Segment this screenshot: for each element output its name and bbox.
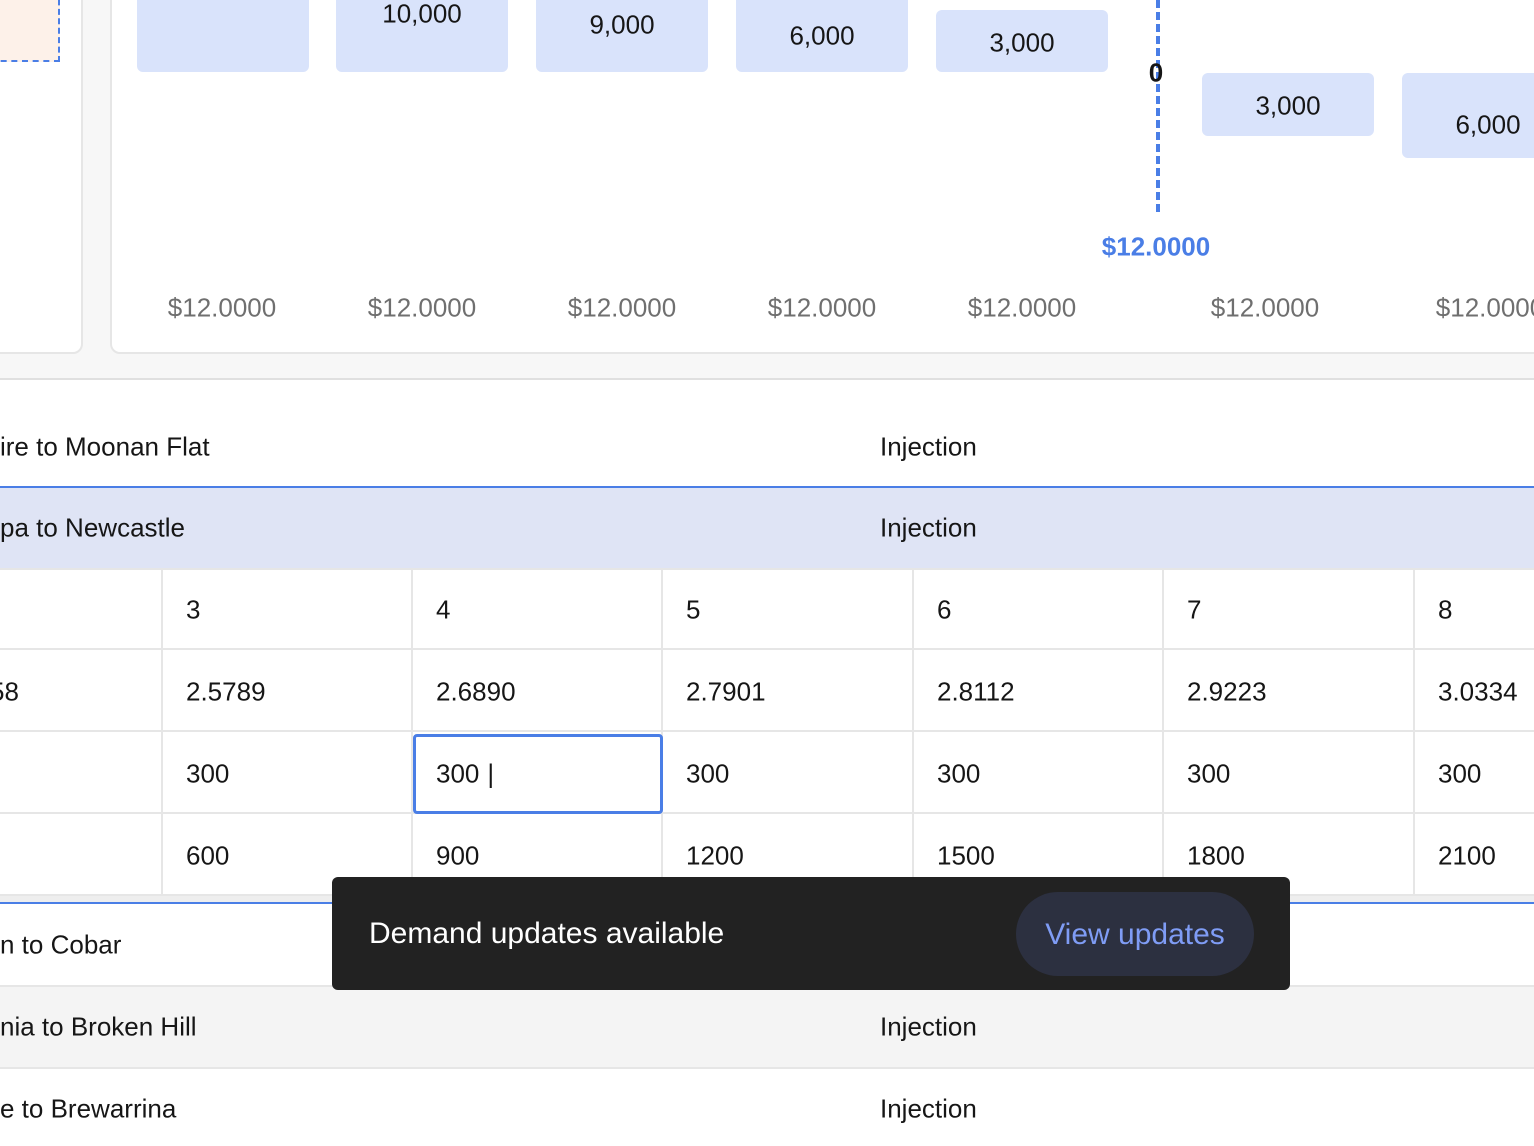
grid-border: [411, 814, 413, 896]
grid-border: [1413, 814, 1415, 896]
grid-border: [161, 814, 163, 896]
grid-border: [161, 650, 163, 732]
grid-border: [912, 732, 914, 814]
grid-cell: 2100: [1438, 840, 1496, 871]
grid-cell: 600: [186, 840, 230, 871]
grid-row: [0, 568, 1534, 650]
grid-cell: 2.5789: [186, 676, 266, 707]
row: [0, 407, 1534, 489]
grid-cell: 2.8112: [937, 676, 1015, 707]
x-label: $12.0000: [567, 292, 677, 323]
toast-message: Demand updates available: [369, 917, 725, 950]
grid-border: [411, 732, 413, 814]
grid-cell: 1200: [686, 840, 744, 871]
grid-border: [1162, 650, 1164, 732]
grid-cell: 7: [1187, 594, 1202, 625]
button-label[interactable]: View updates: [1045, 918, 1225, 951]
grid-border: [161, 732, 163, 814]
grid-border: [1162, 568, 1164, 650]
grid-border: [1162, 814, 1164, 896]
grid-cell: 5: [686, 594, 701, 625]
grid-cell: 3: [186, 594, 201, 625]
bar: [736, 0, 908, 72]
grid-border: [912, 650, 914, 732]
grid-border: [411, 568, 413, 650]
x-label: $12.0000: [167, 292, 277, 323]
grid-row: [0, 650, 1534, 732]
grid-border: [1413, 650, 1415, 732]
grid-cell: 2.6890: [436, 676, 516, 707]
toast: Demand updates available View updates: [332, 877, 1290, 990]
marker-price: $12.0000: [1101, 231, 1211, 262]
row-type: Injection: [880, 431, 977, 462]
bar: [1202, 73, 1374, 136]
x-label: $12.0000: [1210, 292, 1320, 323]
bar-label: 6,000: [1455, 109, 1521, 140]
grid-border: [661, 814, 663, 896]
grid-cell: 2.7901: [686, 676, 766, 707]
divider: [0, 378, 1534, 380]
row-type: Injection: [880, 512, 977, 543]
x-label: $12.0000: [367, 292, 477, 323]
row-name: ire to Moonan Flat: [0, 431, 210, 462]
grid-cell: 3.0334: [1438, 676, 1518, 707]
grid-row: [0, 732, 1534, 814]
view-updates-button[interactable]: View updates: [1016, 892, 1254, 976]
grid-border: [1162, 732, 1164, 814]
grid-border: [661, 650, 663, 732]
grid-cell: 300: [186, 758, 230, 789]
row-name: n to Cobar: [0, 929, 122, 960]
grid-border: [661, 568, 663, 650]
bar-label: 9,000: [589, 9, 655, 40]
grid-cell: 300: [1438, 758, 1482, 789]
grid-border: [912, 568, 914, 650]
grid-cell: 1500: [937, 840, 995, 871]
grid-cell: 300: [937, 758, 981, 789]
row-highlight-border: [0, 486, 1534, 488]
bar: [336, 0, 508, 72]
row: [0, 488, 1534, 570]
active-cell: [413, 734, 663, 814]
row-type: Injection: [880, 1093, 977, 1124]
row-name: e to Brewarrina: [0, 1093, 177, 1124]
grid-cell: 300: [1187, 758, 1231, 789]
grid-cell: 4: [436, 594, 451, 625]
grid-cell: 900: [436, 840, 480, 871]
x-label: $12.0000: [1435, 292, 1534, 323]
grid-cell: 6: [937, 594, 952, 625]
text-cursor: |: [487, 758, 495, 789]
grid-cell: 8: [1438, 594, 1453, 625]
bar: [936, 10, 1108, 72]
grid-border: [1413, 732, 1415, 814]
zero-line: [1156, 0, 1160, 212]
bar: [536, 0, 708, 72]
grid-cell: 1800: [1187, 840, 1245, 871]
bar: [1402, 73, 1534, 158]
row-name: nia to Broken Hill: [0, 1011, 197, 1042]
x-label: $12.0000: [767, 292, 877, 323]
bar-label: 6,000: [789, 20, 855, 51]
grid-border: [912, 814, 914, 896]
row: [0, 1069, 1534, 1146]
row-type: Injection: [880, 1011, 977, 1042]
bar: [137, 0, 309, 72]
selected-box: [0, 0, 60, 62]
row: [0, 987, 1534, 1069]
bar-label: 3,000: [1255, 90, 1321, 121]
x-label: $12.0000: [967, 292, 1077, 323]
bar-label: 10,000: [382, 0, 462, 29]
grid-border: [1413, 568, 1415, 650]
grid-cell: 58: [0, 676, 19, 707]
grid-cell: 300: [686, 758, 730, 789]
grid-cell: 2.9223: [1187, 676, 1267, 707]
grid-border: [161, 568, 163, 650]
row-name: pa to Newcastle: [0, 512, 185, 543]
bar-label: 3,000: [989, 27, 1055, 58]
grid-cell[interactable]: 300 |: [436, 758, 495, 789]
grid-border: [411, 650, 413, 732]
baseline-label: 0: [1148, 57, 1164, 88]
